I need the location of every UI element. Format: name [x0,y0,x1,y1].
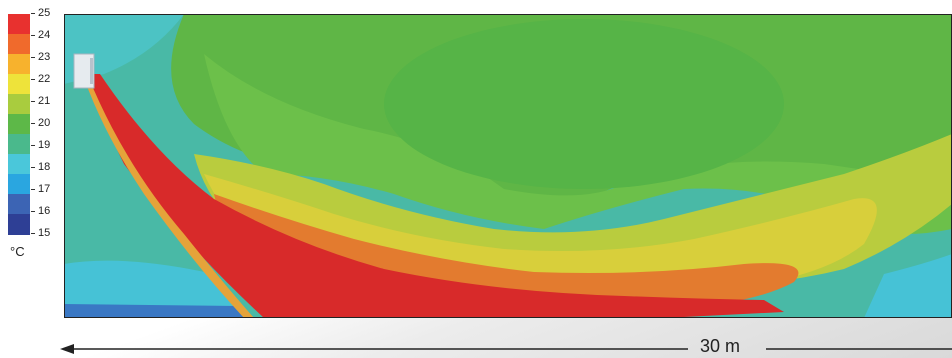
colorbar-tick-mark [31,57,35,58]
colorbar-tick-label: 24 [38,29,51,41]
colorbar-tick-mark [31,145,35,146]
colorbar-tick-mark [31,189,35,190]
colorbar-tick-label: 17 [38,183,51,195]
colorbar-tick-label: 20 [38,117,51,129]
colorbar-tick-mark [31,101,35,102]
colorbar-segment [8,214,30,235]
air-outlet-grille [90,58,93,84]
colorbar-segment [8,74,30,95]
colorbar-tick-mark [31,123,35,124]
field-red-jet [88,74,784,318]
colorbar-tick-label: 15 [38,227,51,239]
colorbar-tick-mark [31,167,35,168]
colorbar-tick-mark [31,13,35,14]
colorbar-segment [8,154,30,175]
colorbar-tick-label: 18 [38,161,51,173]
colorbar-tick-label: 25 [38,7,51,19]
air-outlet-unit [73,53,95,89]
colorbar-tick-mark [31,233,35,234]
colorbar-tick-label: 16 [38,205,51,217]
temperature-field-map [64,14,952,318]
colorbar-segment [8,114,30,135]
colorbar-segment [8,54,30,75]
scale-label: 30 m [700,336,741,356]
field-green-band [204,54,952,234]
field-cyan-bottomright [864,254,952,318]
colorbar-tick-label: 19 [38,139,51,151]
colorbar-segment [8,94,30,115]
colorbar-tick-label: 23 [38,51,51,63]
field-green-core [384,19,784,189]
scale-bar [60,344,952,354]
colorbar-segment [8,174,30,195]
colorbar-tick-label: 21 [38,95,51,107]
colorbar-tick-mark [31,211,35,212]
scale-arrowhead-left [60,344,74,354]
colorbar-segment [8,194,30,215]
colorbar-segment [8,134,30,155]
field-blue-bottomleft [64,304,244,318]
unit-label: °C [10,244,25,259]
temperature-colorbar [8,14,30,235]
field-cyan-bottomleft [64,260,244,318]
colorbar-tick-mark [31,35,35,36]
colorbar-tick-label: 22 [38,73,51,85]
colorbar-segment [8,14,30,35]
colorbar-segment [8,34,30,55]
colorbar-tick-mark [31,79,35,80]
